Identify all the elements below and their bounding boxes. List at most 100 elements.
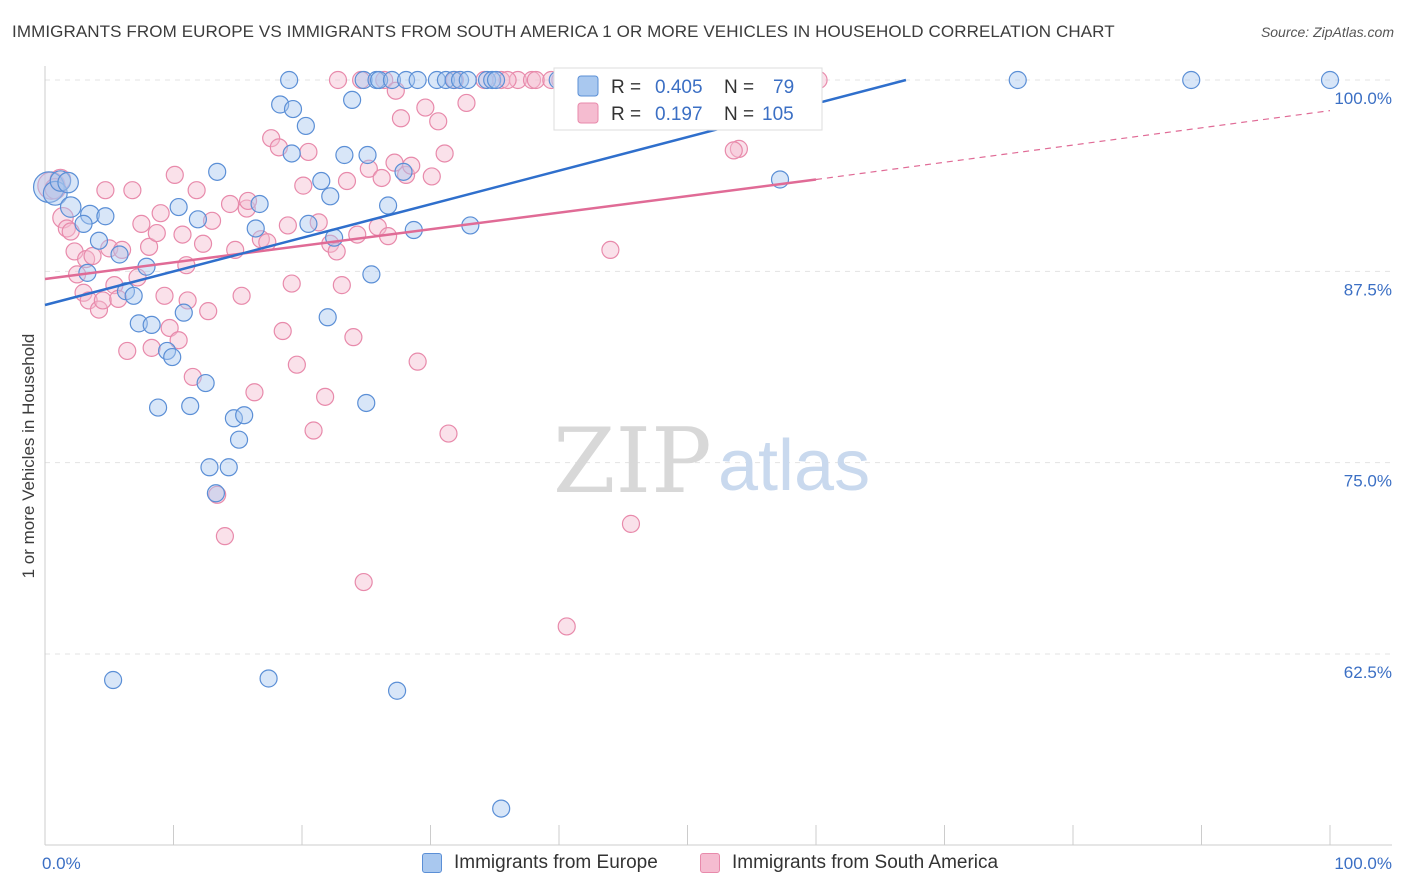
- south-america-point: [304, 421, 323, 440]
- europe-point: [358, 145, 377, 165]
- europe-point: [188, 210, 208, 229]
- europe-point: [387, 681, 407, 700]
- europe-point: [229, 430, 249, 449]
- europe-point: [224, 409, 243, 428]
- europe-point: [282, 144, 301, 163]
- stats-europe-n-value: 79: [773, 77, 794, 98]
- south-america-point: [238, 191, 258, 211]
- south-america-point: [232, 286, 251, 305]
- south-america-point: [557, 617, 576, 636]
- south-america-point: [278, 216, 297, 235]
- south-america-point: [391, 109, 411, 128]
- europe-point: [335, 145, 354, 165]
- south-america-point: [372, 168, 391, 188]
- europe-point: [208, 162, 227, 181]
- south-america-point: [165, 165, 184, 185]
- stats-swatch-europe: [577, 75, 599, 97]
- europe-point: [235, 406, 254, 425]
- stats-sa-n-label: N =: [724, 104, 754, 125]
- south-america-point: [337, 171, 357, 191]
- legend-item-europe[interactable]: Immigrants from Europe: [422, 852, 658, 874]
- europe-point: [483, 70, 502, 90]
- trend-line-south-america: [44, 178, 817, 281]
- south-america-point: [273, 321, 292, 341]
- legend-swatch-europe: [422, 853, 442, 873]
- south-america-point: [601, 240, 620, 260]
- y-tick-labels: 62.5% 75.0% 87.5% 100.0%: [1334, 89, 1392, 682]
- south-america-point: [215, 527, 234, 546]
- europe-point: [492, 799, 511, 818]
- europe-point: [148, 398, 168, 417]
- europe-point: [169, 197, 188, 217]
- trend-line-south-america-extension: [815, 110, 1331, 181]
- europe-point: [250, 194, 269, 214]
- south-america-point: [155, 286, 174, 305]
- south-america-point: [359, 159, 378, 178]
- europe-point: [104, 670, 123, 690]
- legend-item-south-america[interactable]: Immigrants from South America: [700, 852, 998, 874]
- europe-point: [206, 484, 226, 503]
- south-america-point: [142, 338, 161, 357]
- europe-point: [444, 70, 463, 90]
- stats-sa-r-value: 0.197: [655, 104, 703, 125]
- south-america-point: [118, 341, 137, 361]
- europe-point: [181, 396, 200, 416]
- south-america-point: [96, 181, 115, 200]
- south-america-point: [160, 318, 179, 338]
- europe-point: [110, 245, 129, 264]
- south-america-point: [408, 352, 427, 371]
- europe-point: [283, 99, 303, 119]
- europe-point: [458, 70, 477, 90]
- europe-point: [1008, 70, 1027, 90]
- south-america-point: [123, 181, 142, 200]
- europe-point: [259, 669, 278, 688]
- europe-point: [394, 162, 413, 181]
- series-legend: Immigrants from Europe Immigrants from S…: [0, 852, 1406, 878]
- south-america-point: [132, 214, 151, 233]
- south-america-point: [187, 181, 206, 200]
- south-america-point: [724, 141, 743, 160]
- south-america-point: [435, 144, 454, 163]
- south-america-point: [396, 165, 416, 185]
- europe-point: [280, 70, 299, 90]
- europe-point: [321, 187, 340, 206]
- south-america-point: [287, 355, 306, 374]
- x-tick-label: 0.0%: [42, 854, 81, 873]
- y-axis-label: 1 or more Vehicles in Household: [19, 334, 38, 579]
- legend-swatch-south-america: [700, 853, 720, 873]
- south-america-point: [439, 424, 458, 443]
- europe-point: [57, 171, 79, 194]
- south-america-point: [328, 70, 348, 90]
- europe-point: [450, 70, 470, 90]
- south-america-point: [220, 194, 240, 214]
- y-tick-label: 100.0%: [1334, 89, 1392, 108]
- south-america-point: [429, 112, 448, 131]
- watermark-zip: ZIP: [553, 409, 712, 514]
- south-america-point: [354, 572, 373, 592]
- europe-point: [436, 70, 456, 90]
- south-america-point: [199, 302, 218, 321]
- south-america-point: [147, 223, 166, 243]
- series-south-america-points: [37, 70, 828, 636]
- south-america-point: [83, 246, 102, 266]
- stats-europe-r-value: 0.405: [655, 77, 703, 98]
- source-label: Source: ZipAtlas.com: [1260, 24, 1394, 40]
- y-tick-label: 62.5%: [1344, 663, 1392, 682]
- europe-point: [370, 70, 389, 90]
- europe-point: [163, 347, 182, 367]
- europe-point: [32, 171, 65, 204]
- europe-point: [142, 315, 161, 335]
- stats-sa-n-value: 105: [762, 104, 794, 125]
- stats-europe-r-label: R =: [611, 77, 641, 98]
- south-america-point: [522, 70, 542, 90]
- gridlines: [45, 79, 1392, 655]
- europe-point: [354, 70, 373, 90]
- stats-swatch-south-america: [577, 102, 599, 124]
- europe-point: [343, 90, 362, 109]
- europe-point: [378, 196, 398, 215]
- south-america-point: [151, 204, 170, 223]
- south-america-point: [193, 234, 213, 253]
- south-america-point: [299, 142, 318, 162]
- south-america-point: [282, 274, 301, 293]
- south-america-point: [375, 70, 394, 90]
